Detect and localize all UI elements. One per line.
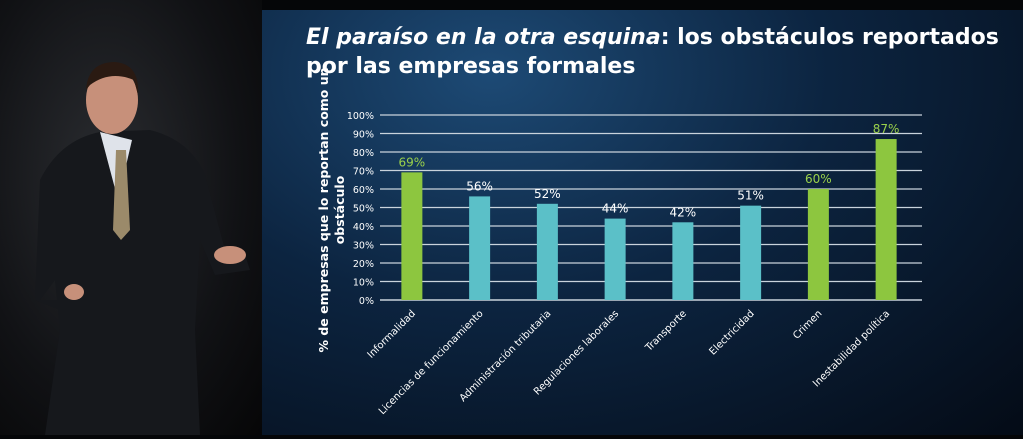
y-tick-label: 60% bbox=[353, 185, 374, 196]
y-tick-label: 70% bbox=[353, 167, 374, 178]
bar bbox=[807, 189, 829, 300]
y-tick-label: 90% bbox=[353, 130, 374, 141]
y-tick-label: 100% bbox=[347, 111, 374, 122]
bar bbox=[469, 196, 491, 300]
data-label: 60% bbox=[805, 172, 832, 186]
slide-title-italic: El paraíso en la otra esquina bbox=[306, 25, 661, 50]
x-tick-label: Informalidad bbox=[366, 308, 418, 360]
presentation-slide: El paraíso en la otra esquina: los obstá… bbox=[262, 10, 1023, 435]
y-axis-label-line1: % de empresas que lo reportan como un bbox=[316, 67, 331, 352]
bar-chart: 0% 10% 20% 30% 40% 50% 60% 70% 80% 90% 100% 69% Inf… bbox=[316, 67, 922, 417]
data-label: 69% bbox=[399, 155, 426, 169]
bar bbox=[740, 205, 762, 300]
bar bbox=[536, 203, 558, 300]
x-tick-label: Inestabilidad política bbox=[810, 308, 892, 390]
x-tick-label: Electricidad bbox=[707, 308, 756, 357]
data-label: 44% bbox=[602, 202, 629, 216]
bar bbox=[401, 172, 423, 300]
y-axis-label-line2: obstáculo bbox=[332, 175, 347, 244]
data-label: 42% bbox=[670, 205, 697, 219]
y-tick-label: 20% bbox=[353, 259, 374, 270]
data-label: 52% bbox=[534, 187, 561, 201]
data-label: 87% bbox=[873, 122, 900, 136]
y-tick-label: 80% bbox=[353, 148, 374, 159]
bar bbox=[875, 139, 897, 300]
y-tick-label: 50% bbox=[353, 204, 374, 215]
slide-title-rest: : los obstáculos reportados por las empr… bbox=[306, 25, 999, 79]
y-tick-label: 30% bbox=[353, 241, 374, 252]
y-tick-label: 40% bbox=[353, 222, 374, 233]
speaker-silhouette bbox=[35, 62, 250, 435]
slide-title: El paraíso en la otra esquina: los obstá… bbox=[306, 23, 1006, 81]
x-tick-label: Crimen bbox=[791, 308, 824, 341]
x-tick-label: Transporte bbox=[643, 308, 689, 354]
data-label: 56% bbox=[466, 179, 493, 193]
bar bbox=[672, 222, 694, 300]
y-tick-label: 10% bbox=[353, 278, 374, 289]
y-tick-label: 0% bbox=[359, 296, 374, 307]
data-label: 51% bbox=[737, 189, 764, 203]
bar bbox=[604, 218, 626, 300]
speaker-photo bbox=[0, 0, 262, 435]
